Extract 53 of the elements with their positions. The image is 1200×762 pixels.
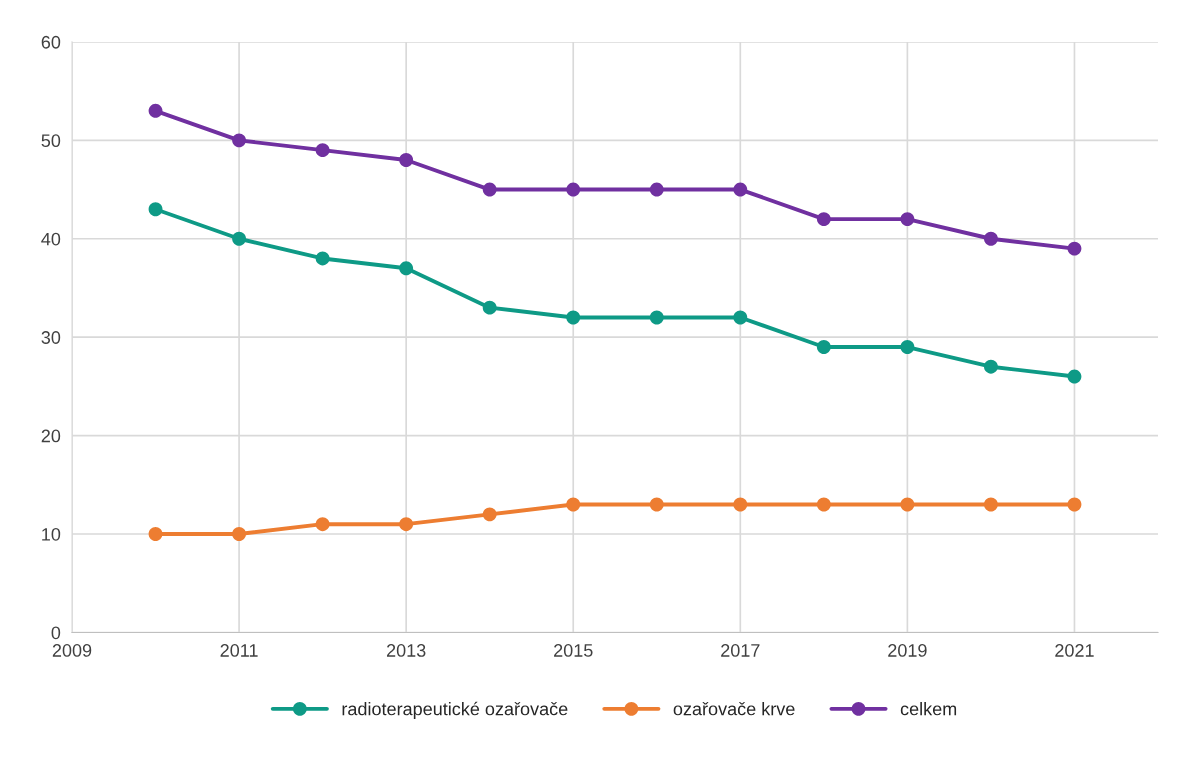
point — [733, 182, 748, 197]
point — [148, 202, 163, 217]
point — [232, 527, 247, 541]
point — [566, 182, 581, 197]
point — [816, 212, 831, 227]
point — [232, 133, 247, 148]
y-tick-label: 30 — [41, 331, 61, 344]
point — [315, 251, 330, 266]
point — [983, 497, 998, 512]
point — [1067, 241, 1082, 256]
point — [482, 300, 497, 315]
point — [482, 182, 497, 197]
point — [983, 359, 998, 374]
point — [983, 231, 998, 246]
y-tick-label: 0 — [51, 626, 61, 640]
point — [482, 507, 497, 522]
point — [649, 182, 664, 197]
point — [399, 517, 414, 532]
point — [315, 143, 330, 158]
x-tick-label: 2019 — [888, 644, 927, 657]
point — [1067, 497, 1082, 512]
point — [232, 231, 247, 246]
point — [148, 527, 163, 541]
x-tick-label: 2009 — [52, 644, 92, 657]
x-tick-label: 2017 — [721, 644, 760, 657]
y-tick-label: 40 — [41, 232, 61, 246]
point — [315, 517, 330, 532]
point — [399, 153, 414, 167]
y-tick-label: 10 — [42, 527, 61, 541]
point — [733, 310, 748, 325]
point — [649, 497, 664, 512]
point — [649, 310, 664, 325]
x-tick-label: 2013 — [386, 644, 426, 657]
point — [399, 261, 414, 276]
y-tick-label: 50 — [41, 134, 61, 148]
point — [566, 497, 581, 512]
point — [900, 497, 915, 512]
x-tick-label: 2015 — [554, 644, 593, 657]
point — [900, 212, 915, 227]
legend-label: ozařovače krve — [673, 702, 795, 716]
x-tick-label: 2021 — [1055, 644, 1094, 657]
point — [816, 497, 831, 512]
point — [733, 497, 748, 512]
point — [148, 103, 163, 118]
y-tick-label: 20 — [41, 429, 61, 443]
point — [900, 340, 915, 354]
x-tick-label: 2011 — [220, 644, 258, 657]
y-tick-label: 60 — [41, 35, 61, 49]
point — [566, 310, 581, 325]
legend-label: celkem — [900, 702, 957, 716]
point — [1067, 369, 1082, 384]
point — [816, 340, 831, 354]
legend-label: radioterapeutické ozařovače — [342, 701, 568, 719]
